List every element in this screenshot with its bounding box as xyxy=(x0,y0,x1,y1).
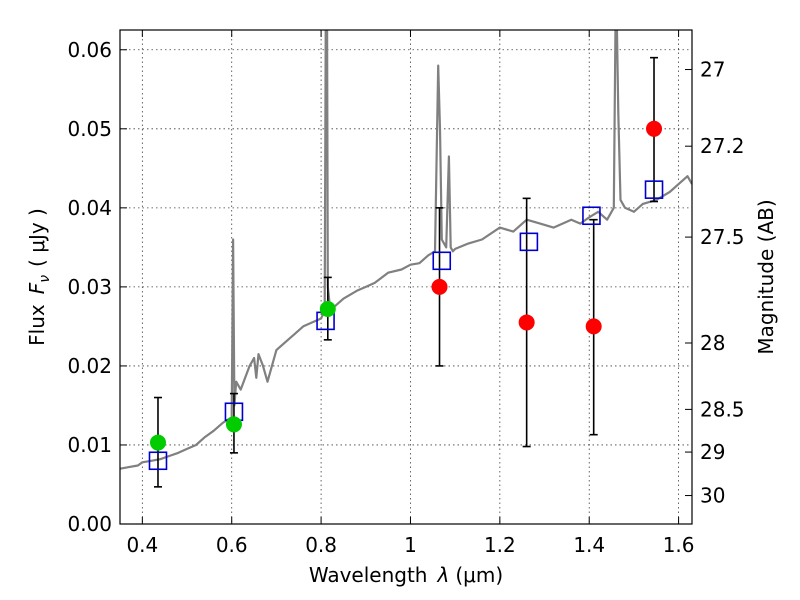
x-axis-label: Wavelength λ (μm) xyxy=(309,563,503,587)
y-tick-label: 0.02 xyxy=(67,354,112,378)
plot-area xyxy=(120,30,692,524)
observed-point xyxy=(585,318,602,335)
y2-tick-label: 28.5 xyxy=(700,397,745,421)
model-point xyxy=(582,206,601,226)
model-point xyxy=(432,251,452,271)
y2-axis-label: Magnitude (AB) xyxy=(754,199,778,354)
x-tick-label: 1.2 xyxy=(484,533,516,557)
y-axis-label: FluxFν( μJy ) xyxy=(25,208,53,346)
y-tick-label: 0.01 xyxy=(67,433,112,457)
observed-point xyxy=(646,120,663,137)
y2-tick-label: 29 xyxy=(700,440,725,464)
observed-point xyxy=(431,278,448,295)
model-point xyxy=(519,232,539,252)
y-axis-ticks: 0.00 0.01 0.02 0.03 0.04 0.05 0.06 xyxy=(67,38,127,536)
y2-tick-label: 28 xyxy=(700,331,725,355)
model-point xyxy=(148,451,168,471)
observed-photometry-points xyxy=(149,120,663,451)
x-tick-label: 0.4 xyxy=(126,533,158,557)
x-tick-label: 1 xyxy=(404,533,417,557)
x-tick-label: 1.6 xyxy=(663,533,695,557)
y-tick-label: 0.00 xyxy=(67,512,112,536)
x-tick-label: 0.8 xyxy=(305,533,337,557)
x-tick-label: 1.4 xyxy=(573,533,605,557)
observed-point xyxy=(319,301,336,318)
y-tick-label: 0.06 xyxy=(67,38,112,62)
observed-point xyxy=(518,314,535,331)
observed-point xyxy=(225,416,242,433)
y-tick-label: 0.05 xyxy=(67,117,112,141)
y2-tick-label: 27.5 xyxy=(700,225,745,249)
y2-tick-label: 27 xyxy=(700,58,725,82)
y-tick-label: 0.04 xyxy=(67,196,112,220)
y2-tick-label: 30 xyxy=(700,484,725,508)
y2-axis-ticks: 27 27.2 27.5 28 28.5 29 30 xyxy=(685,58,745,508)
x-axis-ticks: 0.4 0.6 0.8 1 1.2 1.4 1.6 xyxy=(126,30,695,557)
y2-tick-label: 27.2 xyxy=(700,134,745,158)
model-point xyxy=(644,180,664,199)
observed-point xyxy=(149,434,166,451)
plot-frame xyxy=(119,29,693,525)
y-tick-label: 0.03 xyxy=(67,275,112,299)
x-tick-label: 0.6 xyxy=(216,533,248,557)
